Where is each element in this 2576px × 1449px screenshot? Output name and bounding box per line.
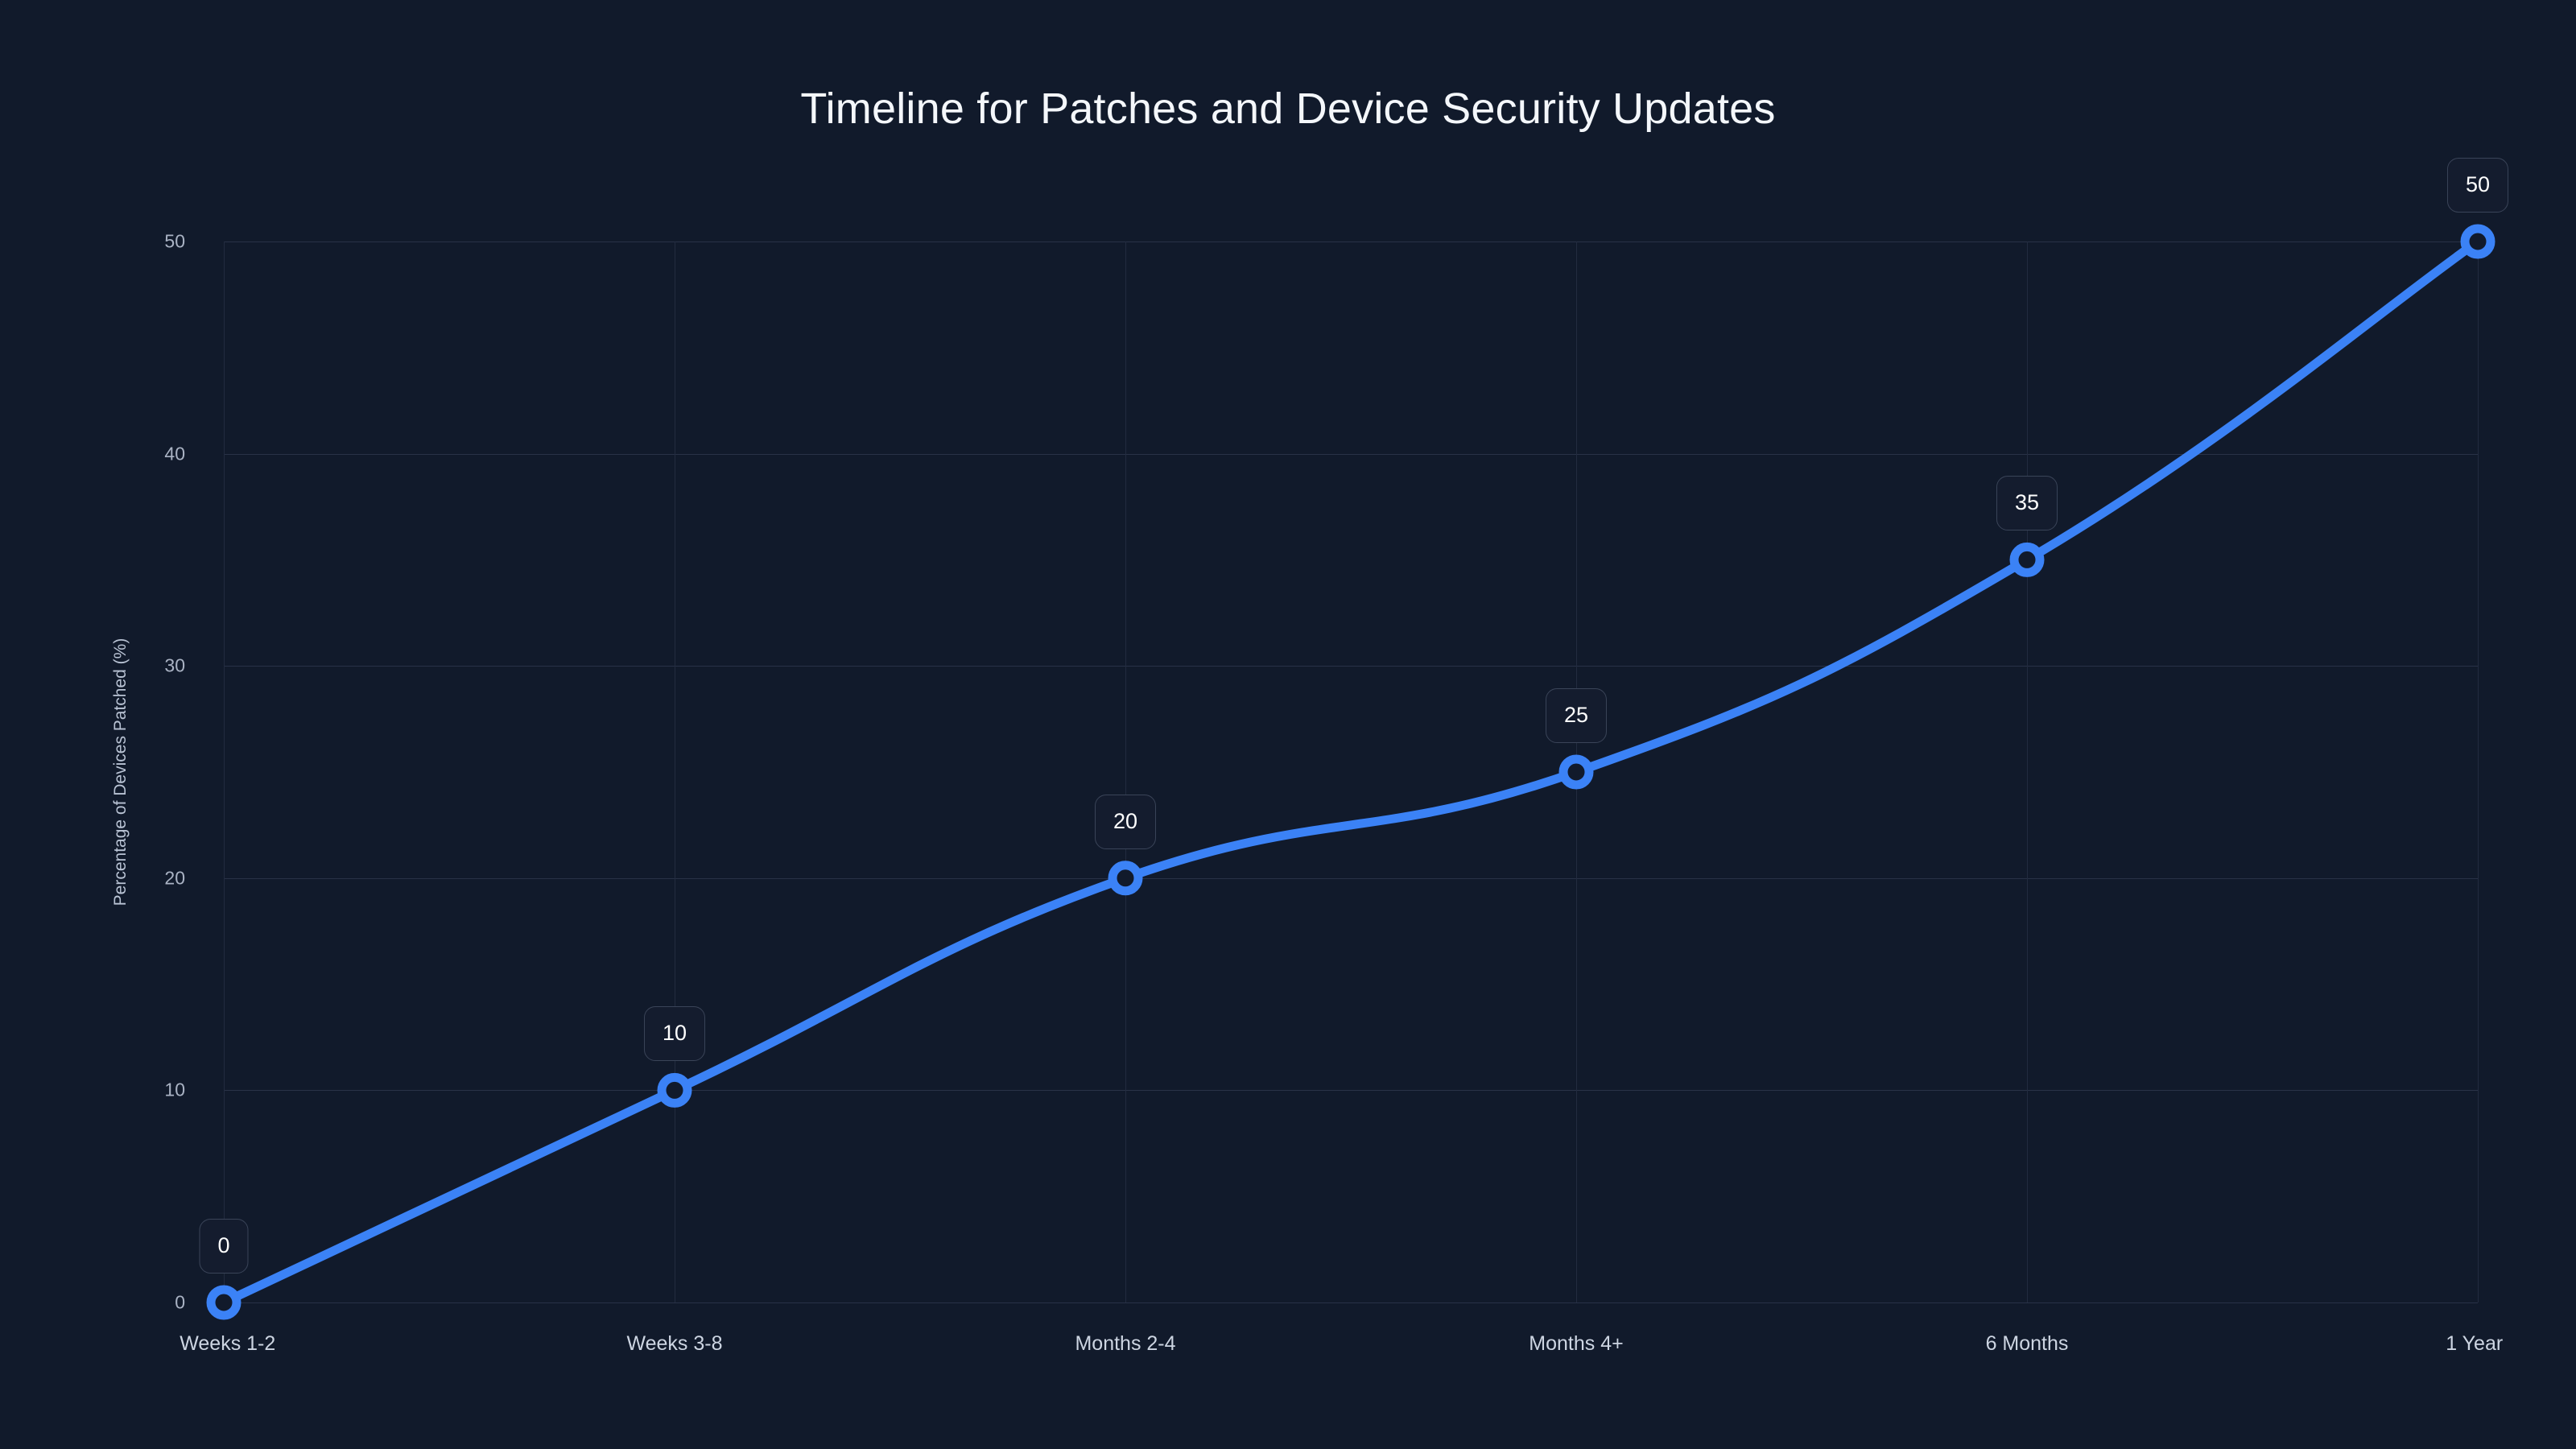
data-label-badge: 25 xyxy=(1545,688,1608,743)
plot-area xyxy=(224,242,2479,1303)
data-label-badge: 35 xyxy=(1996,476,2058,531)
gridline-vertical xyxy=(2478,242,2479,1302)
data-label-badge: 50 xyxy=(2446,158,2509,213)
gridline-horizontal xyxy=(224,666,2478,667)
y-axis-tick-label: 30 xyxy=(164,654,185,676)
gridline-vertical xyxy=(2027,242,2028,1302)
x-axis-tick-label: 6 Months xyxy=(1985,1332,2069,1355)
chart-title: Timeline for Patches and Device Security… xyxy=(800,85,1776,133)
x-axis-tick-label: Months 2-4 xyxy=(1075,1332,1176,1355)
gridline-horizontal xyxy=(224,453,2478,455)
x-axis-tick-label: Months 4+ xyxy=(1529,1332,1624,1355)
gridline-vertical xyxy=(224,242,225,1302)
data-label-badge: 20 xyxy=(1094,794,1157,849)
data-label-badge: 10 xyxy=(643,1006,706,1062)
y-axis-title: Percentage of Devices Patched (%) xyxy=(111,638,130,906)
gridline-vertical xyxy=(1576,242,1577,1302)
gridline-horizontal xyxy=(224,877,2478,879)
gridline-vertical xyxy=(1125,242,1126,1302)
y-axis-tick-label: 20 xyxy=(164,867,185,889)
x-axis-tick-label: Weeks 3-8 xyxy=(626,1332,723,1355)
y-axis-tick-label: 0 xyxy=(175,1291,185,1313)
gridline-horizontal xyxy=(224,1090,2478,1092)
x-axis-tick-label: 1 Year xyxy=(2446,1332,2504,1355)
x-axis-tick-label: Weeks 1-2 xyxy=(180,1332,276,1355)
y-axis-tick-label: 10 xyxy=(164,1079,185,1100)
y-axis-tick-label: 40 xyxy=(164,443,185,464)
y-axis-tick-label: 50 xyxy=(164,230,185,252)
data-label-badge: 0 xyxy=(199,1219,249,1274)
gridline-horizontal xyxy=(224,1302,2478,1303)
